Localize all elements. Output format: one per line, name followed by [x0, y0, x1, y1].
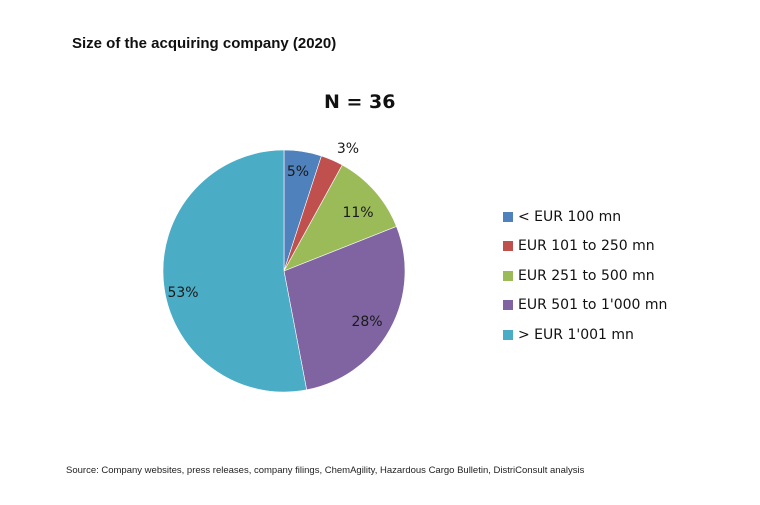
source-note: Source: Company websites, press releases…: [66, 465, 585, 476]
legend-swatch: [503, 270, 513, 281]
legend-label: EUR 251 to 500 mn: [518, 267, 655, 284]
slice-label: 3%: [337, 141, 359, 157]
legend-label: EUR 101 to 250 mn: [518, 238, 655, 255]
legend-label: EUR 501 to 1'000 mn: [518, 297, 668, 314]
legend-item: EUR 501 to 1'000 mn: [503, 291, 667, 321]
chart-legend: < EUR 100 mn EUR 101 to 250 mn EUR 251 t…: [503, 202, 667, 350]
pie-slices: [162, 149, 406, 393]
slice-label: 53%: [167, 285, 198, 301]
legend-item: > EUR 1'001 mn: [503, 320, 667, 350]
legend-swatch: [503, 329, 513, 340]
chart-subtitle: N = 36: [324, 91, 396, 113]
slice-label: 5%: [287, 164, 309, 180]
slice-label: 28%: [351, 314, 382, 330]
legend-item: < EUR 100 mn: [503, 202, 667, 232]
pie-slice: [162, 149, 308, 393]
legend-swatch: [503, 241, 513, 252]
legend-label: < EUR 100 mn: [518, 208, 622, 225]
pie-slice: [283, 226, 406, 391]
legend-swatch: [503, 300, 513, 311]
pie-slice: [283, 164, 397, 272]
legend-item: EUR 101 to 250 mn: [503, 232, 667, 262]
legend-swatch: [503, 211, 513, 222]
legend-label: > EUR 1'001 mn: [518, 326, 634, 343]
chart-title: Size of the acquiring company (2020): [72, 35, 337, 52]
slice-label: 11%: [342, 205, 373, 221]
pie-data-labels: 5% 3% 11% 28% 53%: [167, 141, 382, 330]
legend-item: EUR 251 to 500 mn: [503, 261, 667, 291]
